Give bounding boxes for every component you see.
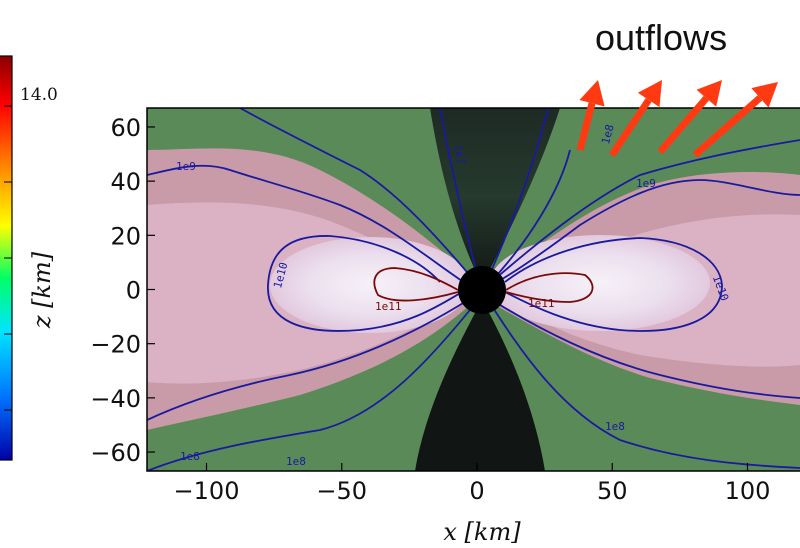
outflow-arrow-head	[751, 82, 778, 108]
outflow-arrow-shaft	[657, 95, 709, 155]
x-tick-label: 0	[469, 477, 484, 505]
contour-1e8-bottom-right	[487, 299, 800, 469]
contour-1e11-right	[505, 272, 594, 303]
contour-1e9-right	[491, 179, 800, 286]
y-tick-label: 40	[110, 168, 141, 196]
contour-label-1e9-right: 1e9	[636, 177, 656, 190]
contour-label-1e11: 1e11	[375, 300, 402, 313]
outflow-arrow-shaft	[692, 95, 763, 158]
polar-funnel-top	[430, 108, 560, 285]
contour-1e8-left-top	[239, 108, 479, 286]
outflow-arrow-head	[637, 80, 662, 108]
contour-lines	[147, 108, 800, 471]
outflow-arrow-head	[696, 80, 722, 107]
x-tick-label: 50	[597, 477, 628, 505]
contour-1e8-bottom-left	[147, 299, 479, 471]
y-tick-label: 0	[126, 277, 141, 305]
contour-label-1e8-bottom-right: 1e8	[605, 420, 625, 433]
contour-1e10-left	[267, 235, 463, 332]
contour-1e9-right-bottom	[491, 299, 800, 399]
y-axis-label: z [km]	[28, 251, 56, 329]
colorbar-tick-label: 14.0	[20, 85, 58, 105]
polar-funnel-bottom	[415, 300, 545, 471]
disk-core-right	[490, 235, 710, 331]
y-tick-label: 20	[110, 222, 141, 250]
y-tick-label: −60	[90, 439, 141, 467]
contour-1e8-right-top	[487, 139, 800, 286]
y-tick-label: 60	[110, 114, 141, 142]
contour-label-1e8-bottom: 1e8	[286, 455, 306, 468]
x-tick-label: 100	[725, 477, 771, 505]
colorbar-ticks	[4, 105, 12, 411]
contour-1e10-right	[504, 237, 723, 332]
contour-label-1e11-right: 1e11	[528, 297, 555, 310]
outflow-arrow-shaft	[609, 98, 652, 157]
outflow-arrows	[576, 80, 778, 158]
x-axis-label: x [km]	[443, 518, 521, 546]
x-tick-label: −50	[316, 477, 367, 505]
contour-label-1e9: 1e9	[176, 160, 196, 173]
contour-1e9-left-bottom	[147, 299, 469, 421]
outflow-arrow-head	[579, 80, 605, 107]
y-axis-ticks: 60 40 20 0 −20 −40 −60	[90, 114, 155, 467]
central-black-hole	[458, 266, 506, 314]
disk-core-left	[270, 237, 470, 333]
plot-area: 1e9 1e10 1e11 1e11 1e10 1e9 1e7 1e8 1e8 …	[147, 108, 800, 471]
contour-1e9-left	[147, 164, 469, 286]
contour-label-1e8-bottom-left: 1e8	[180, 450, 200, 463]
contour-label-1e7: 1e7	[451, 143, 467, 165]
x-axis-ticks: −100 −50 0 50 100	[174, 463, 771, 505]
y-tick-label: −40	[90, 385, 141, 413]
y-tick-label: −20	[90, 331, 141, 359]
contour-1e11-left	[373, 267, 459, 302]
contour-1e7-top	[439, 108, 549, 286]
contour-labels: 1e9 1e10 1e11 1e11 1e10 1e9 1e7 1e8 1e8 …	[176, 123, 731, 468]
outflow-arrow-shaft	[576, 102, 596, 151]
x-tick-label: −100	[174, 477, 240, 505]
contour-label-1e8-top-right: 1e8	[599, 123, 617, 146]
outflows-annotation: outflows	[595, 17, 727, 58]
